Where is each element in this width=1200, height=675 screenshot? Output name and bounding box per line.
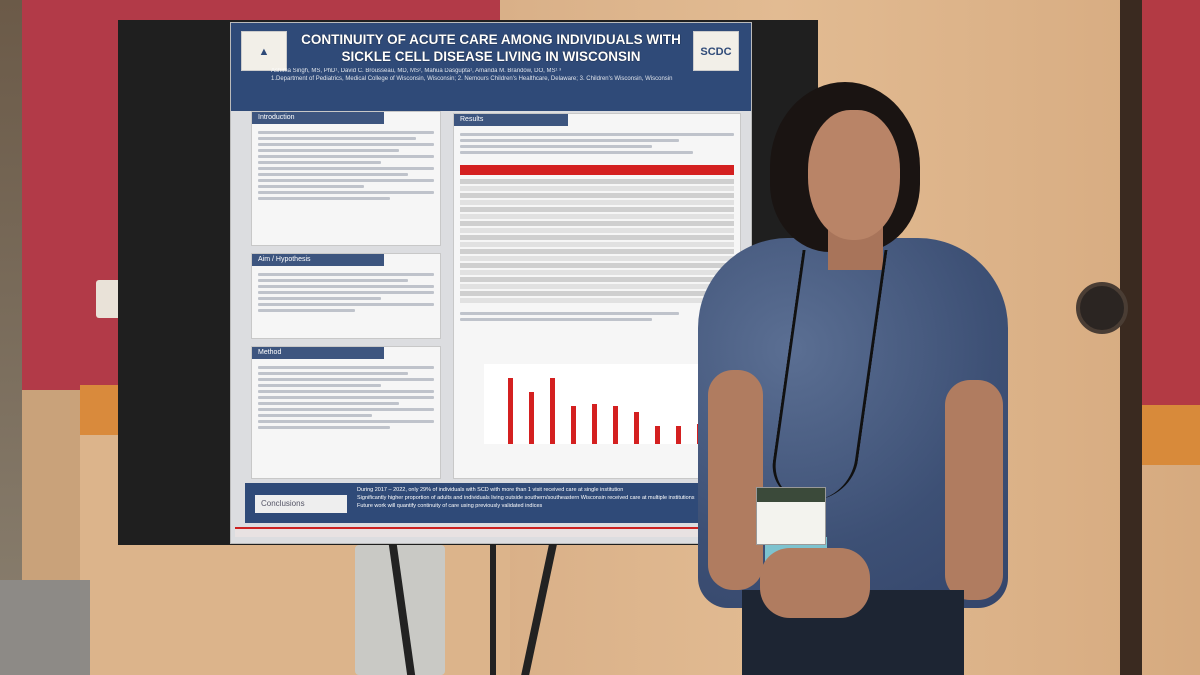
name-badge bbox=[756, 487, 826, 545]
chart-bar bbox=[592, 404, 597, 444]
doorway bbox=[0, 0, 22, 675]
section-heading: Method bbox=[252, 347, 384, 359]
chart-bar bbox=[508, 378, 513, 444]
chart-bar bbox=[550, 378, 555, 444]
bullet: During 2017 – 2022, only 29% of individu… bbox=[357, 487, 624, 493]
conclusions-band: Conclusions During 2017 – 2022, only 29%… bbox=[245, 483, 739, 523]
chart-bar bbox=[634, 412, 639, 444]
person-face bbox=[808, 110, 900, 240]
chart-bar bbox=[655, 426, 660, 444]
table-header bbox=[460, 165, 734, 175]
results-bar-chart bbox=[484, 364, 714, 444]
wall-outlet bbox=[1076, 282, 1128, 334]
conclusions-label: Conclusions bbox=[255, 495, 347, 513]
bullet: Significantly higher proportion of adult… bbox=[357, 495, 695, 501]
conclusion-bullets: During 2017 – 2022, only 29% of individu… bbox=[357, 486, 737, 510]
poster-header: ▲ CONTINUITY OF ACUTE CARE AMONG INDIVID… bbox=[231, 23, 751, 111]
chart-bar bbox=[613, 406, 618, 444]
person-arm bbox=[945, 380, 1003, 600]
person-hands bbox=[760, 548, 870, 618]
section-heading: Aim / Hypothesis bbox=[252, 254, 384, 266]
poster-title: CONTINUITY OF ACUTE CARE AMONG INDIVIDUA… bbox=[301, 32, 681, 64]
institution-logo: ▲ bbox=[241, 31, 287, 71]
red-wall-right bbox=[1142, 0, 1200, 420]
bullet: Future work will quantify continuity of … bbox=[357, 503, 543, 509]
results-table bbox=[454, 179, 740, 303]
section-heading: Results bbox=[454, 114, 569, 126]
affiliations-text: 1.Department of Pediatrics, Medical Coll… bbox=[271, 76, 673, 82]
research-poster: ▲ CONTINUITY OF ACUTE CARE AMONG INDIVID… bbox=[230, 22, 752, 544]
method-section: Method bbox=[251, 346, 441, 479]
person-arm bbox=[708, 370, 763, 590]
chart-bar bbox=[529, 392, 534, 444]
aim-section: Aim / Hypothesis bbox=[251, 253, 441, 339]
poster-footer bbox=[235, 527, 745, 537]
easel-leg bbox=[490, 545, 496, 675]
poster-authors: Ashima Singh, MS, PhD¹, David C. Brousse… bbox=[271, 67, 711, 83]
introduction-section: Introduction bbox=[251, 111, 441, 246]
section-heading: Introduction bbox=[252, 112, 384, 124]
scdc-logo: SCDC bbox=[693, 31, 739, 71]
orange-strip-right bbox=[1142, 405, 1200, 465]
results-section: Results bbox=[453, 113, 741, 479]
panel-divider bbox=[1120, 0, 1142, 675]
authors-text: Ashima Singh, MS, PhD¹, David C. Brousse… bbox=[271, 68, 562, 74]
chart-bar bbox=[676, 426, 681, 444]
carpet-floor bbox=[0, 580, 90, 675]
chart-bar bbox=[571, 406, 576, 444]
